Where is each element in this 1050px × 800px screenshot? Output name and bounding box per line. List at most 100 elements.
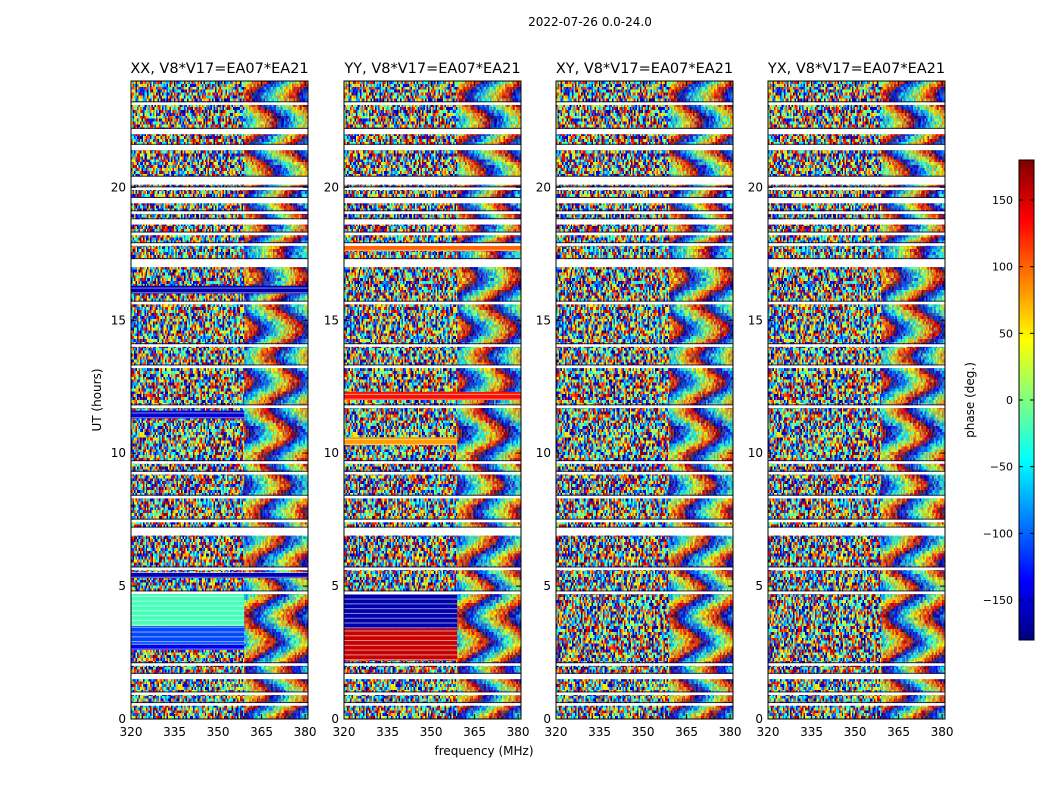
flagged-gap xyxy=(131,405,308,408)
flagged-gap xyxy=(344,365,521,369)
scan-boundary xyxy=(131,494,308,496)
colorbar-tick-label: −50 xyxy=(990,461,1013,474)
scan-boundary xyxy=(344,143,521,145)
flagged-gap xyxy=(131,128,308,135)
flagged-gap xyxy=(131,673,308,680)
row-stripe xyxy=(131,292,308,294)
flagged-gap xyxy=(556,187,733,190)
x-tick-label: 350 xyxy=(844,725,867,739)
row-stripe xyxy=(344,398,521,400)
scan-boundary xyxy=(131,143,308,145)
scan-boundary xyxy=(344,526,521,528)
scan-boundary xyxy=(131,258,308,260)
flagged-gap xyxy=(131,232,308,236)
scan-boundary xyxy=(344,494,521,496)
panel-title: YX, V8*V17=EA07*EA21 xyxy=(767,61,945,77)
flagged-gap xyxy=(344,405,521,408)
flagged-gap xyxy=(344,591,521,595)
flagged-gap xyxy=(344,259,521,268)
scan-boundary xyxy=(131,691,308,693)
scan-boundary xyxy=(131,218,308,220)
flagged-gap xyxy=(344,703,521,706)
scan-boundary xyxy=(556,186,733,188)
scan-boundary xyxy=(556,231,733,233)
scan-boundary xyxy=(131,300,308,302)
flagged-gap xyxy=(556,461,733,464)
y-tick-label: 10 xyxy=(536,446,551,460)
flagged-gap xyxy=(344,527,521,536)
row-stripe xyxy=(344,612,458,614)
scan-boundary xyxy=(344,218,521,220)
scan-boundary xyxy=(768,672,945,674)
y-tick-label: 20 xyxy=(324,180,339,194)
scan-boundary xyxy=(556,590,733,592)
panels: XX, V8*V17=EA07*EA21 320 335 350 365 380 0 5 10 1… xyxy=(111,61,954,739)
flagged-gap xyxy=(768,471,945,475)
panel-3: XY, V8*V17=EA07*EA21 320 335 350 365 380 0 5 10 1… xyxy=(536,61,742,739)
row-stripe xyxy=(131,412,245,414)
scan-boundary xyxy=(344,460,521,462)
flagged-gap xyxy=(556,405,733,408)
scan-boundary xyxy=(344,470,521,472)
colorbar-tick-label: −150 xyxy=(983,594,1013,607)
scan-boundary xyxy=(556,300,733,302)
flagged-gap xyxy=(768,144,945,151)
scan-boundary xyxy=(344,175,521,177)
y-tick-label: 5 xyxy=(755,579,763,593)
panel-1: XX, V8*V17=EA07*EA21 320 335 350 365 380 0 5 10 1… xyxy=(111,61,317,739)
flagged-gap xyxy=(768,703,945,706)
scan-boundary xyxy=(768,196,945,198)
flagged-gap xyxy=(556,365,733,369)
scan-boundary xyxy=(556,518,733,520)
flagged-gap xyxy=(768,591,945,595)
flagged-gap xyxy=(344,176,521,185)
row-stripe xyxy=(131,648,245,650)
scan-boundary xyxy=(768,101,945,103)
y-tick-label: 0 xyxy=(755,712,763,726)
flagged-gap xyxy=(556,243,733,246)
flagged-gap xyxy=(131,211,308,214)
flagged-gap xyxy=(131,591,308,595)
row-stripe xyxy=(344,593,458,595)
scan-boundary xyxy=(131,196,308,198)
flagged-gap xyxy=(768,197,945,204)
figure-suptitle: 2022-07-26 0.0-24.0 xyxy=(528,15,652,29)
scan-boundary xyxy=(131,404,308,406)
x-tick-label: 350 xyxy=(207,725,230,739)
scan-boundary xyxy=(768,526,945,528)
scan-boundary xyxy=(768,590,945,592)
scan-boundary xyxy=(556,101,733,103)
axes-frame xyxy=(130,80,309,720)
scan-boundary xyxy=(344,364,521,366)
phase-block xyxy=(344,243,521,252)
x-tick-label: 320 xyxy=(757,725,780,739)
flagged-gap xyxy=(344,232,521,236)
flagged-gap xyxy=(131,176,308,185)
scan-boundary xyxy=(556,672,733,674)
colorbar-tick-label: 50 xyxy=(999,327,1013,340)
flagged-gap xyxy=(556,663,733,666)
scan-boundary xyxy=(344,196,521,198)
colorbar-tick-label: 150 xyxy=(992,194,1013,207)
y-tick-label: 20 xyxy=(748,180,763,194)
y-tick-label: 20 xyxy=(536,180,551,194)
scan-boundary xyxy=(344,566,521,568)
row-stripe xyxy=(131,615,245,617)
x-tick-label: 320 xyxy=(333,725,356,739)
phase-block xyxy=(344,392,521,400)
x-axis-label: frequency (MHz) xyxy=(434,744,533,758)
flagged-gap xyxy=(344,301,521,305)
flagged-gap xyxy=(768,567,945,571)
flagged-gap xyxy=(768,211,945,214)
scan-boundary xyxy=(768,143,945,145)
scan-boundary xyxy=(768,494,945,496)
x-tick-label: 350 xyxy=(632,725,655,739)
scan-boundary xyxy=(344,590,521,592)
panel-4: YX, V8*V17=EA07*EA21 320 335 350 365 380 0 5 10 1… xyxy=(748,61,954,739)
row-stripe xyxy=(344,603,458,605)
scan-boundary xyxy=(768,364,945,366)
flagged-gap xyxy=(556,259,733,268)
scan-boundary xyxy=(131,518,308,520)
scan-boundary xyxy=(131,210,308,212)
